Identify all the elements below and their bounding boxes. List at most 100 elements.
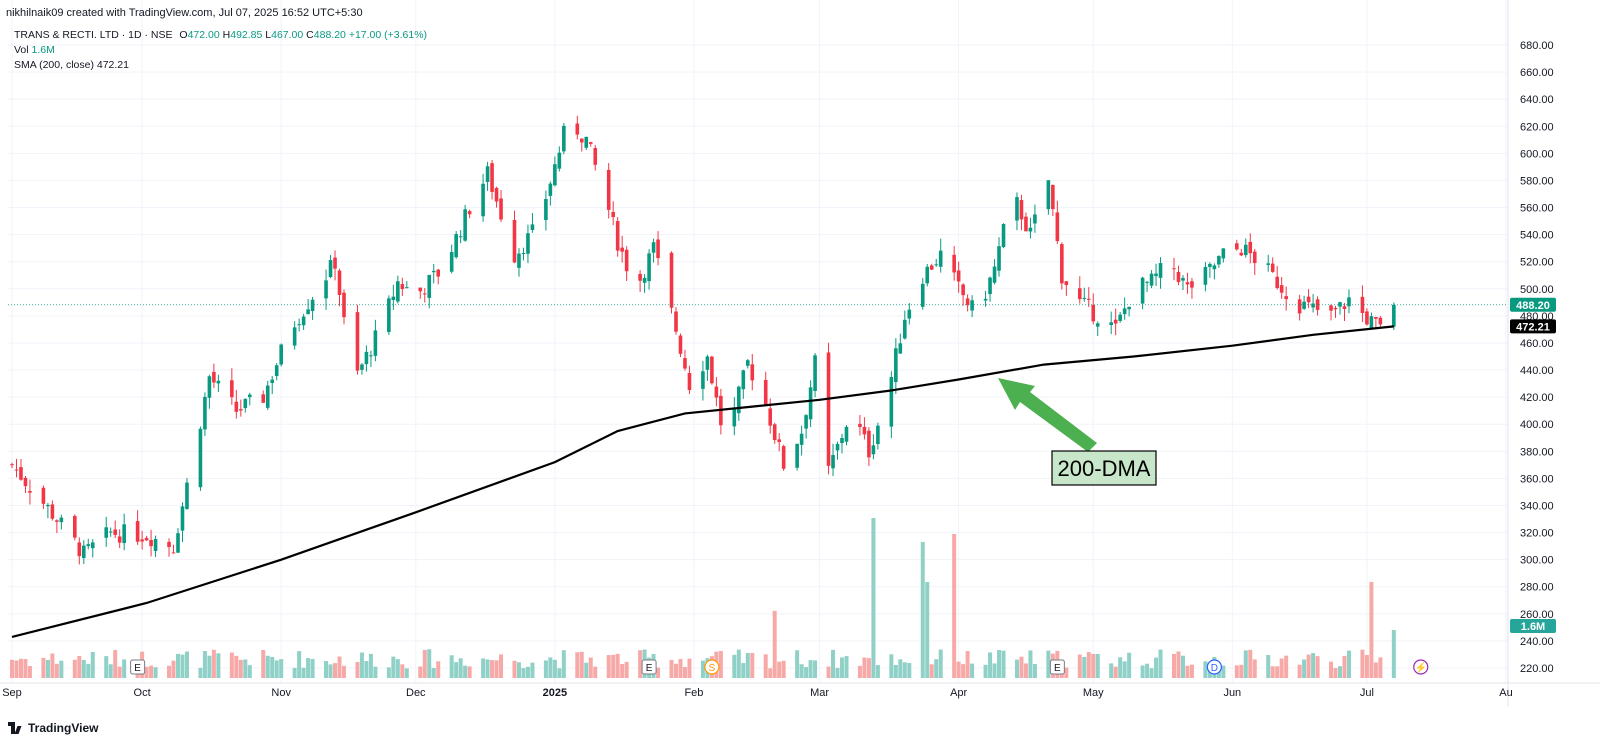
volume-bar — [1140, 665, 1145, 678]
time-tick-label: Feb — [684, 687, 703, 699]
candle-body — [579, 138, 584, 143]
volume-bar — [1234, 665, 1239, 678]
volume-bar — [18, 658, 23, 678]
earnings-marker-icon — [130, 659, 146, 675]
candle-body — [207, 376, 212, 398]
candle-body — [903, 319, 907, 339]
volume-bar — [1342, 655, 1347, 678]
volume-bar — [104, 656, 109, 678]
candle-body — [73, 515, 77, 538]
time-tick-label: Mar — [810, 687, 829, 699]
candle-body — [499, 198, 503, 220]
candle-body — [799, 433, 804, 445]
volume-bar — [449, 655, 454, 678]
time-tick-label: Sep — [2, 687, 22, 699]
volume-bar — [216, 653, 221, 678]
volume-bar — [1279, 658, 1284, 678]
volume-bar — [153, 667, 158, 678]
candle-body — [1109, 322, 1113, 325]
volume-bar — [965, 651, 970, 678]
candle-body — [149, 539, 153, 547]
candle-body — [526, 233, 530, 254]
candle-body — [467, 211, 472, 215]
candle-body — [14, 469, 19, 471]
candle-body — [1086, 298, 1091, 300]
volume-bar — [579, 651, 584, 678]
candle-body — [212, 371, 216, 383]
candle-body — [544, 199, 548, 221]
last-price-tag: 488.20 — [1516, 300, 1550, 312]
candle-body — [772, 424, 777, 440]
candle-body — [265, 385, 270, 408]
volume-bar — [144, 666, 149, 678]
candle-body — [391, 296, 396, 301]
symbol-legend[interactable]: TRANS & RECTI. LTD · 1D · NSE O472.00 H4… — [14, 29, 427, 41]
volume-bar — [359, 652, 364, 678]
volume-bar — [23, 659, 28, 678]
price-tick-label: 680.00 — [1520, 40, 1554, 52]
price-axis[interactable]: 220.00 240.00 260.00 280.00 300.00 320.00 340.… — [0, 0, 1600, 706]
volume-legend[interactable]: Vol 1.6M — [14, 44, 55, 56]
candle-body — [180, 506, 185, 531]
candle-body — [804, 415, 808, 429]
volume-bar — [1185, 665, 1190, 678]
price-tick-label: 600.00 — [1520, 148, 1554, 160]
candle-body — [1208, 263, 1212, 268]
candle-body — [638, 273, 642, 281]
volume-bar — [391, 656, 396, 678]
volume-bar — [171, 660, 176, 678]
time-tick-label: Nov — [271, 687, 291, 699]
tradingview-footer[interactable]: TradingView — [8, 721, 98, 735]
volume-bar — [624, 661, 629, 678]
volume-bar — [584, 662, 589, 678]
candle-body — [813, 355, 817, 391]
volume-bar — [1338, 666, 1342, 678]
candle-body — [920, 283, 925, 307]
time-tick-label: Jun — [1223, 687, 1241, 699]
volume-bar — [1297, 664, 1302, 678]
candle-body — [90, 542, 95, 549]
volume-bar — [1172, 653, 1176, 678]
volume-bar — [678, 659, 683, 678]
volume-bar — [920, 542, 925, 678]
volume-bar — [1001, 650, 1006, 678]
volume-bar — [1315, 656, 1320, 678]
candle-body — [431, 270, 436, 273]
candle-body — [1252, 251, 1257, 264]
volume-bar — [700, 660, 705, 678]
sma-legend[interactable]: SMA (200, close) 472.21 — [14, 59, 129, 71]
volume-bar — [840, 657, 844, 678]
volume-bar — [1109, 663, 1114, 678]
price-tick-label: 500.00 — [1520, 284, 1554, 296]
candle-body — [826, 352, 831, 466]
candle-body — [247, 394, 252, 398]
time-tick-label: Apr — [950, 687, 967, 699]
candle-body — [575, 123, 580, 135]
volume-bar — [970, 663, 975, 678]
candle-body — [1378, 317, 1383, 325]
candle-body — [710, 356, 714, 384]
candle-body — [387, 298, 391, 333]
annotation: 200-DMA — [998, 378, 1157, 486]
candle-body — [1145, 281, 1149, 283]
volume-bar — [1180, 655, 1185, 678]
volume-bar — [889, 654, 894, 678]
tradingview-logo-icon — [8, 722, 24, 734]
open-label: O — [179, 29, 188, 41]
price-tick-label: 540.00 — [1520, 230, 1554, 242]
volume-bar — [113, 650, 118, 678]
volume-bar — [799, 664, 804, 678]
volume-bar — [310, 658, 315, 678]
candle-body — [140, 539, 144, 542]
volume-bar — [50, 653, 55, 678]
candle-body — [530, 224, 535, 231]
candle-body — [876, 425, 880, 445]
candle-body — [889, 377, 894, 427]
price-tick-label: 380.00 — [1520, 446, 1554, 458]
volume-tag: 1.6M — [1521, 621, 1545, 633]
time-axis[interactable]: Sep Oct Nov Dec 2025 Feb Mar Apr May Jun Jul Au — [2, 687, 1513, 699]
volume-bar — [557, 668, 562, 678]
candle-body — [606, 169, 611, 210]
high-label: H — [222, 29, 231, 41]
